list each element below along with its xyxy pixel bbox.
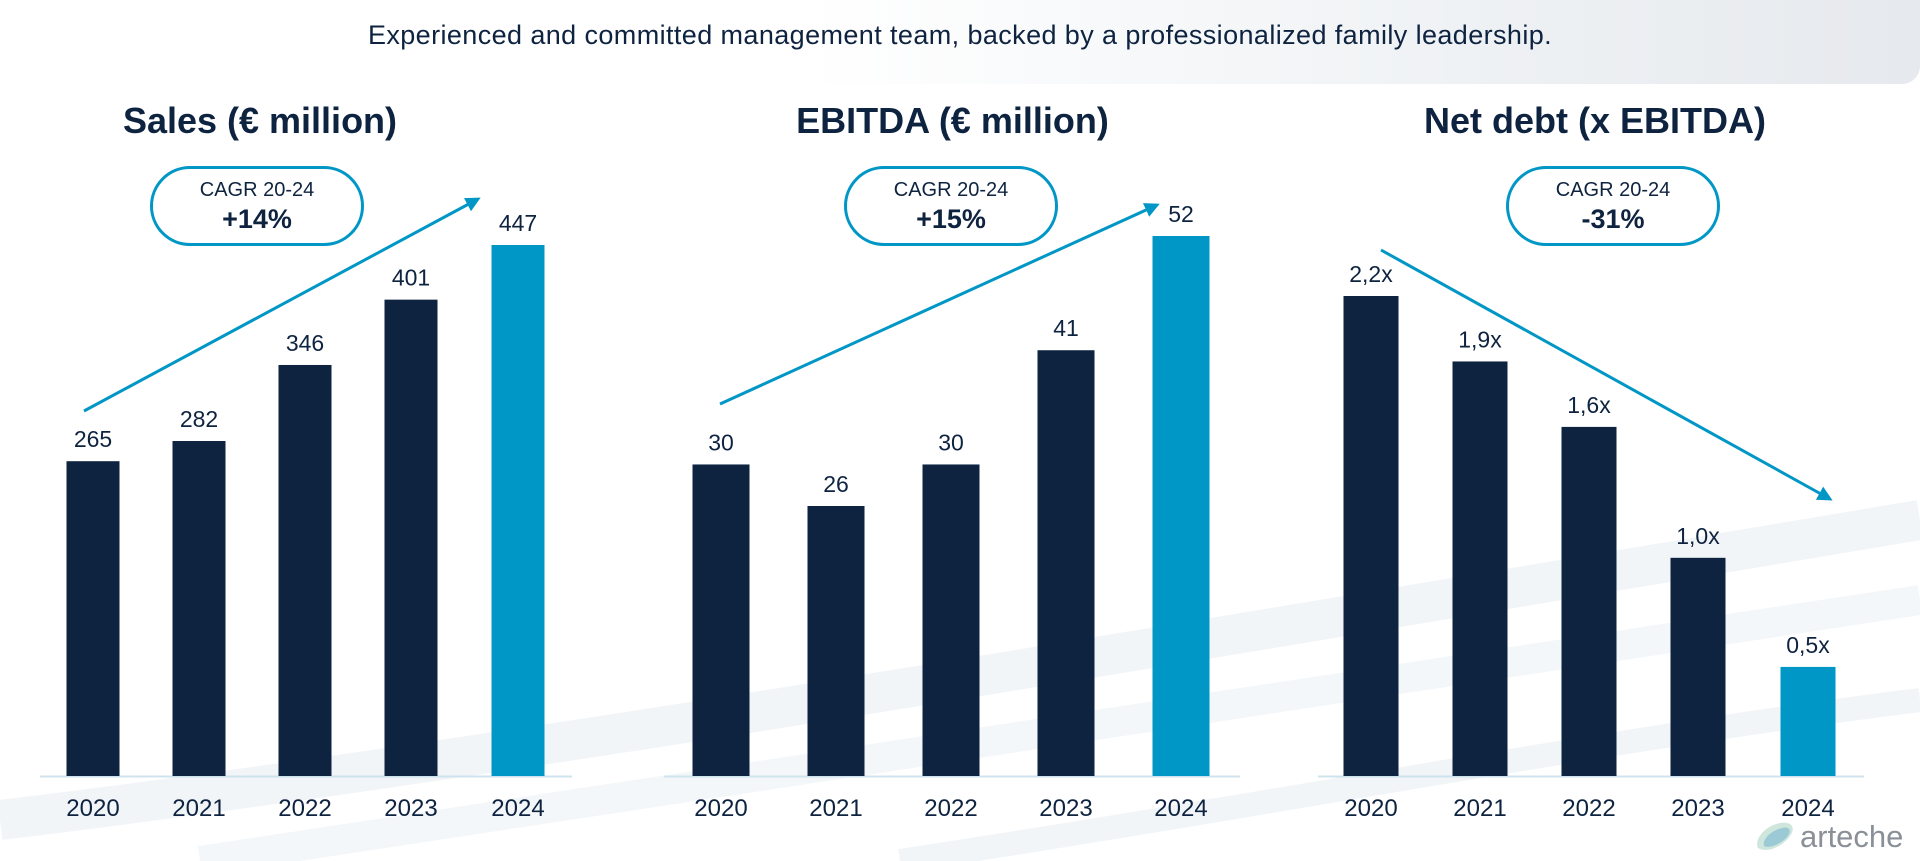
x-tick-label: 2020 [1344,795,1397,822]
ebitda-panel: EBITDA (€ million) CAGR 20-24 +15% [640,0,1280,861]
bar-2024 [1780,666,1836,776]
x-tick-label: 2023 [1039,795,1092,822]
data-label: 1,6x [1567,392,1611,418]
x-tick-label: 2020 [694,795,747,822]
x-tick-label: 2021 [809,795,862,822]
bar-2020 [1343,296,1399,776]
cagr-value: -31% [1581,204,1645,234]
data-label: 1,0x [1676,523,1720,549]
bar-2023 [384,299,438,776]
x-tick-label: 2022 [1562,795,1615,822]
data-label: 346 [286,330,324,356]
chart-title: EBITDA (€ million) [796,100,1109,141]
bar-2020 [692,464,750,776]
header-banner: Experienced and committed management tea… [0,0,1920,84]
bar-2020 [66,461,120,776]
x-tick-label: 2020 [66,795,119,822]
bar-2022 [1561,426,1617,776]
bar-2021 [172,441,226,776]
bar-2023 [1670,557,1726,776]
cagr-label: CAGR 20-24 [893,179,1009,201]
logo-mark-icon [1757,822,1793,850]
bar-2024 [1152,236,1210,776]
net-debt-panel: Net debt (x EBITDA) CAGR 20-24 -31% [1300,0,1920,861]
x-tick-label: 2022 [278,795,331,822]
cagr-label: CAGR 20-24 [199,179,315,201]
data-label: 265 [74,426,112,452]
x-tick-label: 2021 [172,795,225,822]
bar-2023 [1037,350,1095,776]
data-label: 26 [823,471,849,497]
cagr-value: +14% [222,204,292,234]
trend-arrow [1380,248,1833,501]
chart-title: Net debt (x EBITDA) [1424,100,1766,141]
x-tick-label: 2024 [1781,795,1834,822]
x-tick-label: 2024 [491,795,544,822]
arteche-logo: arteche [1752,818,1912,858]
cagr-badge: CAGR 20-24 +15% [844,166,1058,246]
bar-2024 [491,245,545,776]
chart-title: Sales (€ million) [122,100,398,141]
data-label: 2,2x [1349,261,1393,287]
bar-2021 [1452,361,1508,776]
x-tick-label: 2023 [384,795,437,822]
trend-arrow [83,197,481,413]
data-label: 30 [708,429,734,455]
page-subtitle: Experienced and committed management tea… [367,20,1553,50]
data-label: 0,5x [1786,632,1830,658]
bar-2021 [807,506,865,776]
x-tick-label: 2021 [1453,795,1506,822]
data-label: 41 [1053,315,1079,341]
x-tick-label: 2022 [924,795,977,822]
logo-text: arteche [1800,819,1904,854]
bar-2022 [922,464,980,776]
cagr-badge: CAGR 20-24 -31% [1506,166,1720,246]
data-label: 401 [392,265,430,291]
cagr-badge: CAGR 20-24 +14% [150,166,364,246]
bar-2022 [278,364,332,776]
trend-arrow [719,203,1160,406]
data-label: 1,9x [1458,326,1502,352]
data-label: 282 [180,406,218,432]
x-tick-label: 2024 [1154,795,1207,822]
sales-panel: Sales (€ million) CAGR 20-24 +14% [0,0,620,861]
data-label: 447 [499,210,537,236]
cagr-label: CAGR 20-24 [1555,179,1671,201]
x-tick-label: 2023 [1671,795,1724,822]
data-label: 52 [1168,201,1194,227]
data-label: 30 [938,429,964,455]
cagr-value: +15% [916,204,986,234]
